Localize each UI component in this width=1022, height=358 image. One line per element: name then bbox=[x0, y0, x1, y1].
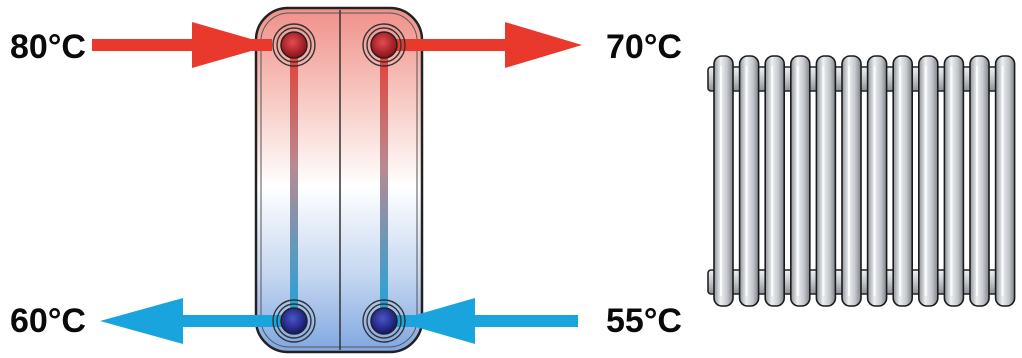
port-top-left bbox=[272, 23, 316, 67]
radiator-column bbox=[713, 55, 734, 307]
radiator-column bbox=[917, 55, 939, 307]
primary-return-temperature: 60°C bbox=[10, 302, 86, 340]
primary-supply-arrow bbox=[92, 22, 272, 68]
secondary-supply-temperature: 70°C bbox=[606, 28, 682, 66]
secondary-return-arrow bbox=[390, 298, 578, 344]
radiator-column bbox=[764, 55, 786, 307]
port-bottom-left bbox=[272, 299, 316, 343]
plate-heat-exchanger bbox=[254, 6, 424, 354]
radiator-column bbox=[892, 55, 914, 307]
secondary-supply-arrow bbox=[390, 22, 582, 68]
radiator-column bbox=[866, 55, 888, 307]
port-top-right bbox=[362, 23, 406, 67]
port-bottom-right bbox=[362, 299, 406, 343]
radiator-column bbox=[969, 55, 990, 307]
primary-return-arrow bbox=[100, 298, 300, 344]
secondary-return-temperature: 55°C bbox=[606, 302, 682, 340]
radiator-column bbox=[789, 55, 811, 307]
radiator-column bbox=[943, 55, 965, 307]
secondary-flow-channel bbox=[380, 42, 388, 320]
radiator-column bbox=[738, 55, 760, 307]
radiator bbox=[707, 55, 1016, 307]
radiator-column bbox=[815, 55, 837, 307]
radiator-column bbox=[841, 55, 862, 307]
primary-flow-channel bbox=[290, 42, 298, 320]
primary-supply-temperature: 80°C bbox=[10, 28, 86, 66]
radiator-column bbox=[994, 55, 1016, 307]
